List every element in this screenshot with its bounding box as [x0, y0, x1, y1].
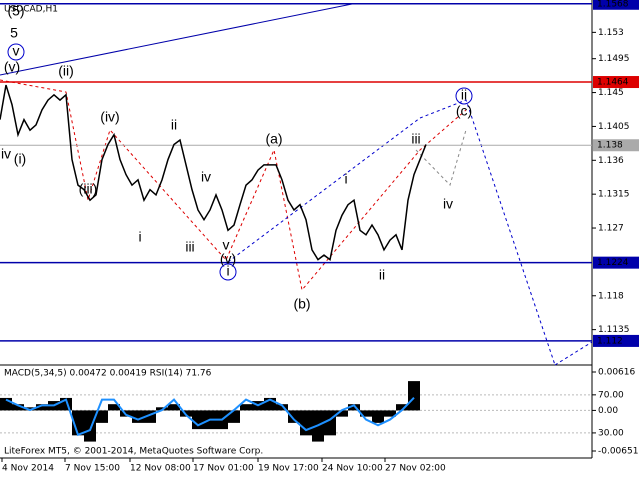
level-label: 1.1464 [597, 78, 629, 88]
wave-label: iii [185, 239, 194, 255]
level-label: 1.1224 [597, 258, 629, 268]
wave-label: v [13, 43, 20, 59]
wave-label: (v) [4, 59, 20, 75]
level-badge [593, 139, 639, 152]
macd-bar [84, 410, 96, 442]
macd-bar [336, 410, 348, 417]
wave-label: iv [443, 196, 453, 212]
x-tick-label: 27 Nov 02:00 [385, 464, 446, 474]
wave-label: ii [171, 117, 177, 133]
x-tick-label: 17 Nov 01:00 [193, 464, 254, 474]
macd-bar [240, 404, 252, 411]
macd-bar [276, 404, 288, 411]
macd-bar [300, 410, 312, 436]
indicator-tick-label: 0.00616 [598, 368, 635, 378]
level-badge [593, 256, 639, 269]
macd-bar [324, 410, 336, 436]
y-tick-label: 1.118 [598, 291, 624, 301]
level-badge [593, 76, 639, 89]
macd-bar [96, 410, 108, 423]
wave-path [227, 99, 556, 366]
macd-bar [348, 404, 360, 411]
wave-path [554, 341, 593, 366]
macd-bar [132, 410, 144, 423]
level-label: 1.138 [597, 141, 623, 151]
wave-label: (5) [7, 3, 24, 19]
level-label: 1.1568 [597, 0, 629, 9]
wave-label: iv [1, 146, 11, 162]
macd-bar [108, 404, 120, 411]
y-tick-label: 1.1315 [598, 190, 630, 200]
level-badge [593, 0, 639, 10]
window-title: USDCAD,H1 [4, 5, 58, 15]
indicator-tick-label: 30.00 [598, 428, 624, 438]
macd-bar [168, 404, 180, 411]
trend-line [0, 3, 353, 76]
indicator-header: MACD(5,34,5) 0.00472 0.00419 RSI(14) 71.… [4, 369, 212, 379]
macd-bar [360, 410, 372, 417]
macd-bar [408, 381, 420, 411]
wave-label: (c) [456, 103, 472, 119]
y-tick-label: 1.145 [598, 88, 624, 98]
wave-label: i [226, 263, 229, 279]
wave-label: (a) [265, 131, 282, 147]
wave-circle [455, 87, 473, 105]
wave-path [415, 129, 467, 186]
y-tick-label: 1.153 [598, 28, 624, 38]
wave-label: (i) [14, 151, 26, 167]
y-tick-label: 1.1495 [598, 54, 630, 64]
price-line [0, 84, 427, 261]
wave-circle [7, 43, 25, 61]
x-tick-label: 12 Nov 08:00 [130, 464, 191, 474]
y-tick-label: 1.136 [598, 156, 624, 166]
wave-label: iv [201, 169, 211, 185]
y-tick-label: 1.1135 [598, 325, 630, 335]
footer: LiteForex MT5, © 2001-2014, MetaQuotes S… [4, 447, 263, 457]
x-tick-label: 24 Nov 10:00 [322, 464, 383, 474]
wave-label: (v) [220, 251, 236, 267]
level-label: 1.112 [597, 336, 623, 346]
indicator-tick-label: -0.00651 [598, 447, 638, 457]
wave-label: iii [411, 131, 420, 147]
wave-circle [219, 263, 237, 281]
wave-label: i [344, 171, 347, 187]
wave-label: i [138, 229, 141, 245]
wave-label: 5 [10, 25, 18, 41]
wave-label: (iv) [100, 109, 119, 125]
wave-label: ii [379, 267, 385, 283]
wave-label: ii [461, 87, 467, 103]
wave-path [0, 79, 467, 292]
rsi-line [5, 397, 415, 437]
y-tick-label: 1.1405 [598, 122, 630, 132]
wave-label: v [223, 237, 230, 253]
indicator-tick-label: 70.00 [598, 390, 624, 400]
macd-bar [384, 410, 396, 417]
wave-label: (ii) [58, 63, 74, 79]
wave-label: (b) [293, 296, 310, 312]
y-tick-label: 1.127 [598, 224, 624, 234]
macd-bar [36, 404, 48, 411]
macd-bar [372, 410, 384, 423]
macd-bar [24, 407, 36, 411]
macd-bar [396, 404, 408, 411]
x-tick-label: 4 Nov 2014 [2, 464, 54, 474]
wave-label: (iii) [79, 181, 98, 197]
indicator-tick-label: 0.00 [598, 406, 618, 416]
x-tick-label: 7 Nov 15:00 [65, 464, 120, 474]
x-tick-label: 19 Nov 17:00 [258, 464, 319, 474]
macd-bar [288, 410, 300, 423]
level-badge [593, 334, 639, 347]
macd-bar [12, 404, 24, 411]
